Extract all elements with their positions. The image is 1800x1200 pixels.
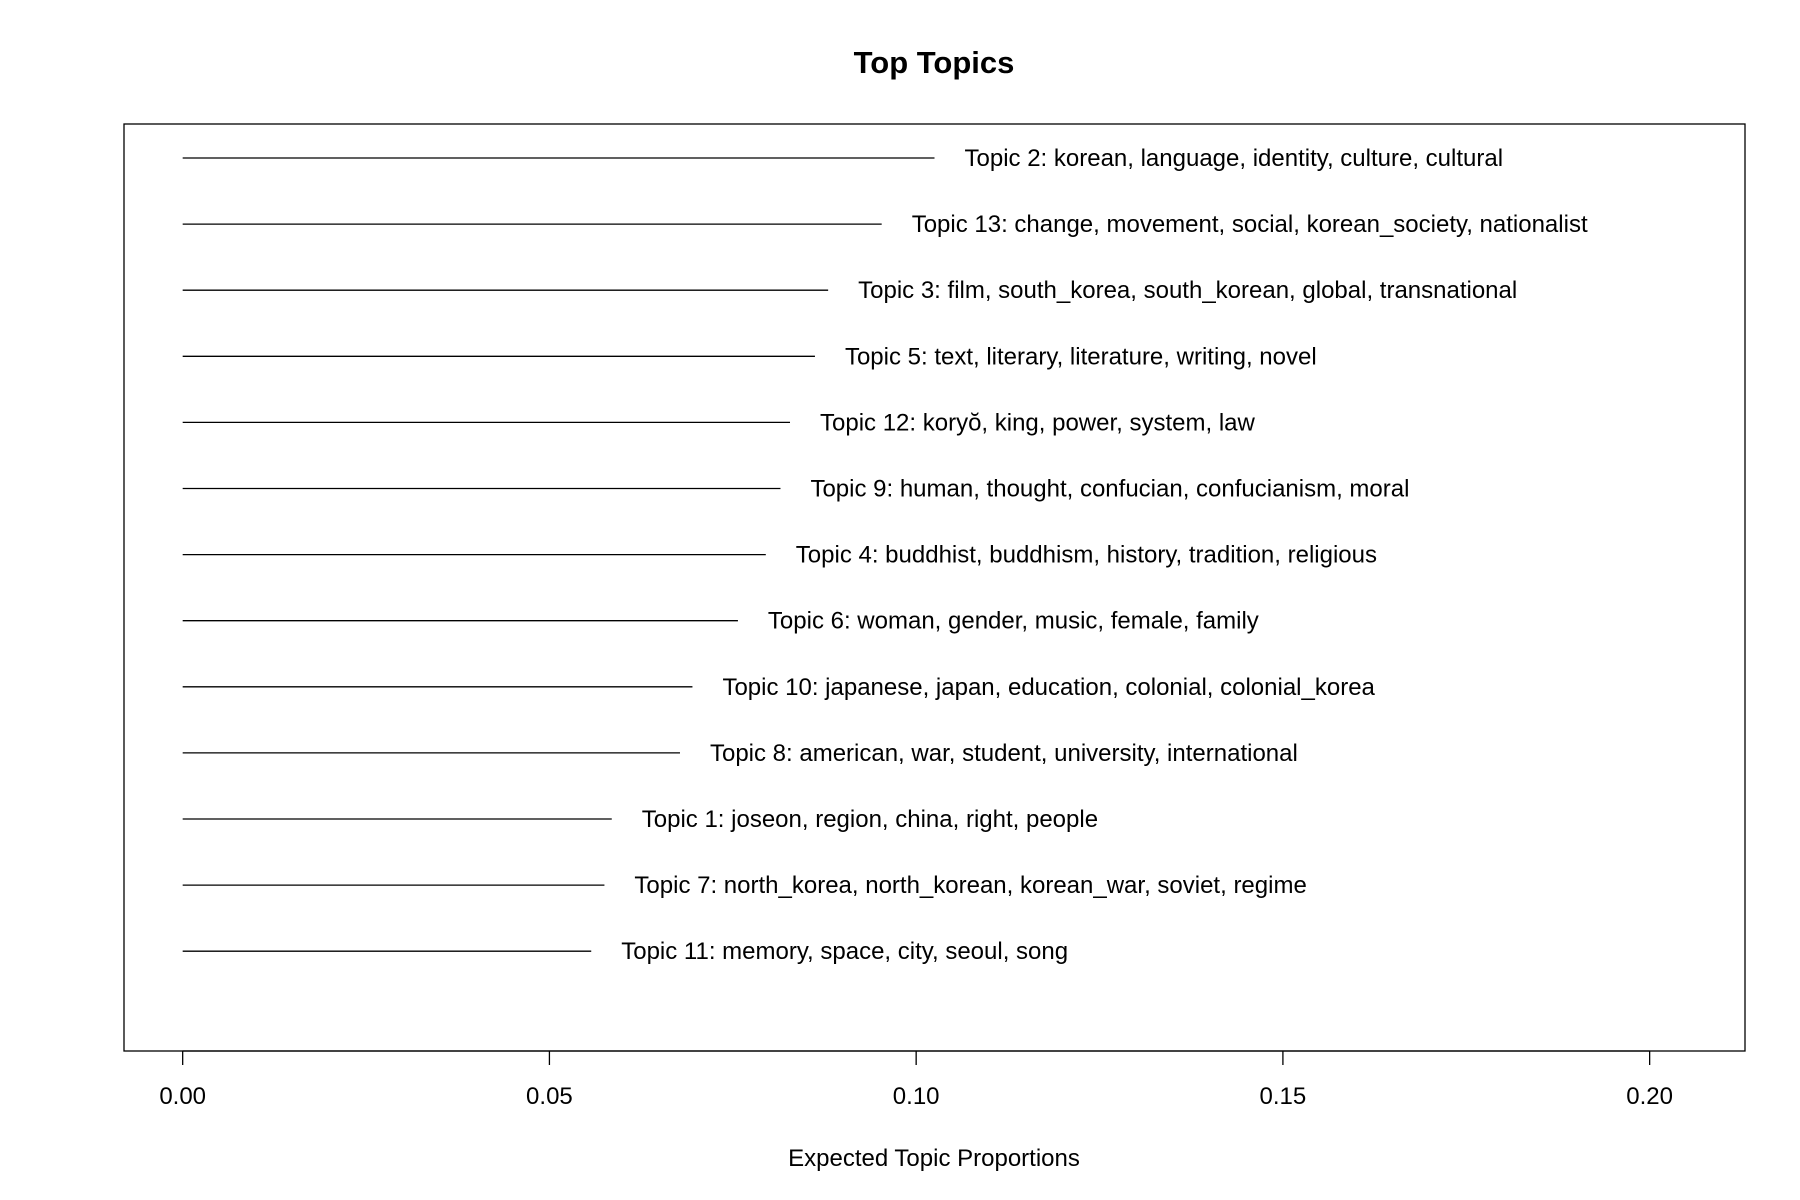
x-tick-label: 0.10 <box>893 1083 940 1110</box>
topic-label: Topic 11: memory, space, city, seoul, so… <box>621 938 1068 965</box>
x-tick-label: 0.15 <box>1260 1083 1307 1110</box>
x-axis-label: Expected Topic Proportions <box>788 1145 1080 1172</box>
topic-label: Topic 9: human, thought, confucian, conf… <box>810 476 1409 503</box>
topic-label: Topic 6: woman, gender, music, female, f… <box>768 608 1259 635</box>
topic-label: Topic 10: japanese, japan, education, co… <box>722 674 1375 701</box>
topic-lines: Topic 2: korean, language, identity, cul… <box>182 145 1588 965</box>
topic-label: Topic 2: korean, language, identity, cul… <box>965 145 1504 172</box>
x-tick-label: 0.00 <box>159 1083 206 1110</box>
topic-label: Topic 8: american, war, student, univers… <box>710 740 1298 767</box>
topic-label: Topic 4: buddhist, buddhism, history, tr… <box>796 542 1377 569</box>
topic-label: Topic 7: north_korea, north_korean, kore… <box>634 872 1306 899</box>
x-tick-label: 0.20 <box>1626 1083 1673 1110</box>
topic-label: Topic 13: change, movement, social, kore… <box>912 211 1588 238</box>
plot-frame <box>123 123 1746 1052</box>
topic-label: Topic 1: joseon, region, china, right, p… <box>642 806 1098 833</box>
topic-label: Topic 3: film, south_korea, south_korean… <box>858 277 1517 304</box>
chart-title: Top Topics <box>854 45 1015 80</box>
topic-label: Topic 5: text, literary, literature, wri… <box>845 343 1317 370</box>
x-axis: 0.00 0.05 0.10 0.15 0.20 <box>159 1050 1673 1110</box>
x-tick-label: 0.05 <box>526 1083 573 1110</box>
topic-label: Topic 12: koryŏ, king, power, system, la… <box>820 409 1256 436</box>
